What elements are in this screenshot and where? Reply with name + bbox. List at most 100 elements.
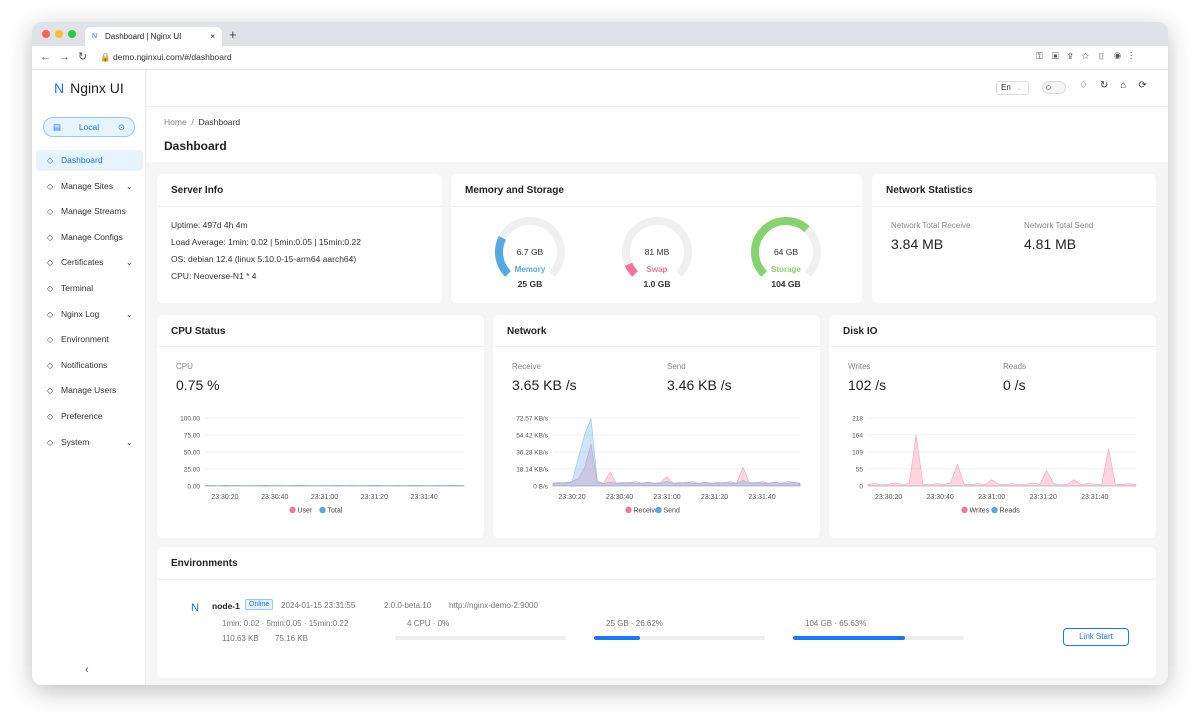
language-select[interactable]: En ⌄: [996, 81, 1029, 95]
theme-toggle[interactable]: [1042, 81, 1066, 94]
node-version: 2.0.0-beta.10: [384, 601, 432, 610]
gauge-used: 64 GB: [774, 247, 798, 257]
node-load: 1min: 0.02 · 5min:0.05 · 15min:0.22: [222, 619, 349, 628]
language: En: [1001, 83, 1011, 92]
new-tab[interactable]: +: [229, 27, 237, 42]
menu-icon: ◇: [47, 258, 54, 268]
url[interactable]: 🔒 demo.nginxui.com/#/dashboard: [100, 52, 232, 62]
menu-item[interactable]: ◇ Dashboard: [36, 150, 143, 171]
chart-card: Network Receive 3.65 KB /s Send 3.46 KB /s 72…: [493, 315, 820, 538]
node-selector[interactable]: ▤ Local ⊙: [43, 117, 135, 137]
menu-icon: ◇: [47, 386, 54, 396]
collapse-button[interactable]: ‹: [85, 664, 89, 676]
x-tick-label: 23:31:00: [653, 494, 680, 501]
y-tick-label: 75.00: [184, 433, 201, 440]
browser-icons[interactable]: ⚿▣⇪☆▯◉⋮: [1036, 51, 1142, 61]
gauge-used: 6.7 GB: [517, 247, 544, 257]
node-time: 2024-01-15 23:31:55: [281, 601, 356, 610]
menu-icon: ◇: [47, 232, 54, 242]
tab-icon: N: [92, 33, 98, 40]
menu-item[interactable]: ◇ Certificates ⌄: [36, 252, 143, 273]
link-start-button[interactable]: Link Start: [1063, 628, 1129, 646]
card-divider: [157, 579, 1156, 580]
minimize-dot[interactable]: [55, 30, 63, 38]
stat-label: Writes: [848, 362, 871, 371]
menu-label: System: [61, 436, 90, 447]
card-title: Network: [507, 326, 547, 337]
stat-label: Send: [667, 362, 686, 371]
close-dot[interactable]: [42, 30, 50, 38]
x-tick-label: 23:30:20: [558, 494, 585, 501]
chart-card: CPU Status CPU 0.75 % 100.00 75.00 50.00 25.00…: [157, 315, 484, 538]
area: [204, 485, 465, 487]
x-tick-label: 23:31:20: [701, 494, 728, 501]
address-bar: [32, 46, 1168, 70]
area: [552, 418, 801, 487]
y-tick-label: 55: [856, 466, 864, 473]
menu-label: Manage Streams: [61, 206, 126, 217]
x-tick-label: 23:30:40: [927, 494, 954, 501]
node-up: 110.63 KB: [222, 634, 259, 643]
menu-item[interactable]: ◇ Manage Configs: [36, 227, 143, 248]
legend-dot: [319, 506, 326, 514]
x-tick-label: 23:30:20: [211, 494, 238, 501]
nav-buttons[interactable]: ←→↻: [40, 51, 96, 63]
card-title: Network Statistics: [886, 185, 973, 196]
card-divider: [872, 206, 1156, 207]
menu-label: Preference: [61, 411, 103, 421]
menu-item[interactable]: ◇ Terminal: [36, 278, 143, 299]
menu-item[interactable]: ◇ System ⌄: [36, 432, 143, 453]
menu-item[interactable]: ◇ Nginx Log ⌄: [36, 304, 143, 325]
x-tick-label: 23:31:20: [1030, 494, 1057, 501]
node-url: http://nginx-demo-2:9000: [449, 601, 538, 610]
chart: 218 164 109 55 0 23:30:20 23:30:40 23:31:00 23:3…: [852, 416, 1137, 515]
menu-icon: ◇: [47, 207, 54, 217]
zoom-dot[interactable]: [68, 30, 76, 38]
y-tick-label: 50.00: [184, 450, 201, 457]
card-title: Server Info: [171, 185, 224, 196]
card-divider: [157, 346, 484, 347]
tab[interactable]: N Dashboard | Nginx UI ×: [85, 27, 222, 46]
menu-item[interactable]: ◇ Environment: [36, 329, 143, 350]
stat-label: Reads: [1003, 362, 1027, 371]
y-tick-label: 18.14 KB/s: [516, 467, 549, 474]
memory-storage-card: Memory and Storage 6.7 GB Memory 25 GB 81 MB…: [451, 174, 862, 303]
y-tick-label: 72.57 KB/s: [516, 416, 549, 423]
card-title: Memory and Storage: [465, 185, 564, 196]
menu-item[interactable]: ◇ Manage Streams: [36, 201, 143, 222]
menu-item[interactable]: ◇ Notifications: [36, 355, 143, 376]
x-tick-label: 23:31:40: [1081, 494, 1108, 501]
menu-item[interactable]: ◇ Manage Sites ⌄: [36, 176, 143, 197]
x-tick-label: 23:30:40: [261, 494, 288, 501]
stat-value: 3.46 KB /s: [667, 377, 732, 393]
sidebar: N Nginx UI ▤ Local ⊙ ‹ ◇ Dashboard ◇ Manage Si…: [32, 70, 146, 685]
stat-label: CPU: [176, 362, 193, 371]
header-icons[interactable]: ♢↻⌂⟳: [1079, 80, 1159, 91]
resource-label: 104 GB · 65.63%: [805, 619, 867, 628]
node-name: Local: [78, 122, 100, 132]
logo-text: Nginx UI: [70, 80, 124, 96]
breadcrumb-home[interactable]: Home: [164, 117, 187, 127]
legend-label: Receive: [634, 508, 659, 515]
legend-dot: [655, 506, 662, 514]
menu-item[interactable]: ◇ Preference: [36, 406, 143, 427]
x-tick-label: 23:31:00: [311, 494, 338, 501]
y-tick-label: 54.42 KB/s: [516, 433, 549, 440]
legend-label: Reads: [1000, 508, 1021, 515]
url-text: demo.nginxui.com/#/dashboard: [112, 52, 232, 62]
tab-close[interactable]: ×: [210, 32, 215, 41]
network-stats-card: Network Statistics Network Total Receive 3…: [872, 174, 1156, 303]
stat-value: 4.81 MB: [1024, 236, 1077, 252]
chart: 72.57 KB/s 54.42 KB/s 36.28 KB/s 18.14 KB/s…: [516, 416, 801, 515]
menu-chevron: ⌄: [126, 258, 133, 268]
server-info-line: OS: debian 12.4 (linux 5.10.0-15-arm64 a…: [171, 254, 357, 264]
gauge-used: 81 MB: [645, 247, 670, 257]
menu-item[interactable]: ◇ Manage Users: [36, 380, 143, 401]
top-header: En ⌄ ♢↻⌂⟳: [147, 70, 1168, 107]
server-info-line: Load Average: 1min: 0.02 | 5min:0.05 | 1…: [171, 237, 361, 247]
gauge-name: Storage: [771, 265, 801, 274]
gauge-total: 104 GB: [771, 279, 800, 289]
chart-card: Disk IO Writes 102 /s Reads 0 /s 218 164 109 55 0…: [829, 315, 1156, 538]
